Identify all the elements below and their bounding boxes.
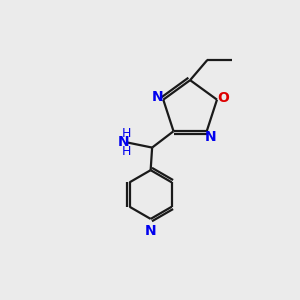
Text: O: O [217,91,229,105]
Text: H: H [122,145,131,158]
Text: N: N [145,224,157,238]
Text: N: N [152,90,163,104]
Text: H: H [122,127,131,140]
Text: N: N [118,135,129,149]
Text: N: N [205,130,216,144]
